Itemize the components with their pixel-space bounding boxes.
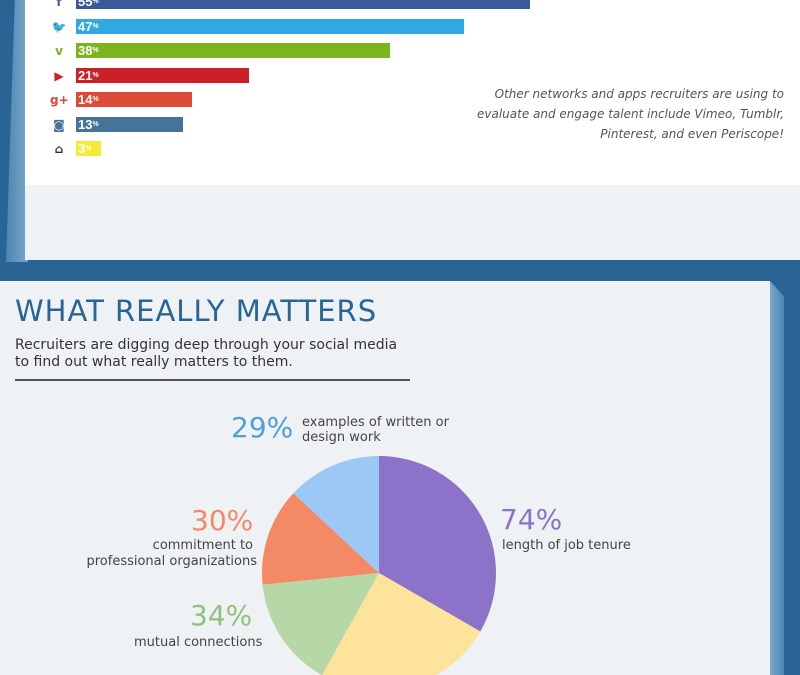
snapchat-icon: ⌂ (54, 142, 64, 156)
pie-slice-4 (293, 456, 379, 573)
instagram-icon: ◙ (53, 117, 65, 132)
label-74-desc: length of job tenure (502, 538, 631, 553)
section-divider (15, 379, 410, 381)
label-29-desc-2: design work (302, 430, 381, 445)
bar-value-label: 3% (78, 141, 92, 156)
label-29-desc-1: examples of written or (302, 415, 449, 430)
pie-slice-0 (379, 456, 496, 632)
bar-value-label: 13% (78, 116, 99, 132)
bar-google-plus (76, 92, 192, 107)
top-panel-footer (25, 185, 800, 260)
google-plus-icon: g+ (50, 93, 69, 107)
bar-value-label: 47% (78, 18, 99, 34)
section-title: WHAT REALLY MATTERS (15, 294, 378, 328)
label-34-desc: mutual connections (134, 635, 263, 650)
bar-value-label: 14% (78, 92, 99, 107)
bar-vine (76, 43, 390, 58)
pie-slice-2 (262, 573, 379, 675)
bar-instagram (76, 116, 184, 132)
bar-facebook (76, 0, 530, 9)
vine-icon: v (55, 44, 63, 58)
twitter-icon: 🐦 (51, 19, 67, 34)
section-subtitle: Recruiters are digging deep through your… (15, 337, 398, 370)
bar-value-label: 55% (78, 0, 99, 9)
youtube-icon: ▶ (54, 68, 64, 83)
other-networks-note: Other networks and apps recruiters are u… (477, 87, 784, 141)
bar-snapchat (76, 141, 101, 156)
bar-youtube (76, 67, 250, 83)
bar-value-label: 21% (78, 67, 99, 83)
bar-value-label: 38% (78, 43, 99, 58)
label-29-percent: 29% (231, 411, 294, 444)
label-30-percent: 30% (191, 504, 254, 537)
bar-twitter (76, 18, 464, 34)
facebook-icon: f (56, 0, 62, 9)
pie-slice-3 (262, 493, 379, 585)
label-30-desc-2: professional organizations (86, 554, 257, 569)
pie-slice-1 (322, 573, 481, 675)
label-74-percent: 74% (500, 503, 563, 536)
panel-fold-bottom (770, 281, 784, 675)
label-34-percent: 34% (190, 599, 253, 632)
label-30-desc-1: commitment to (152, 538, 253, 553)
